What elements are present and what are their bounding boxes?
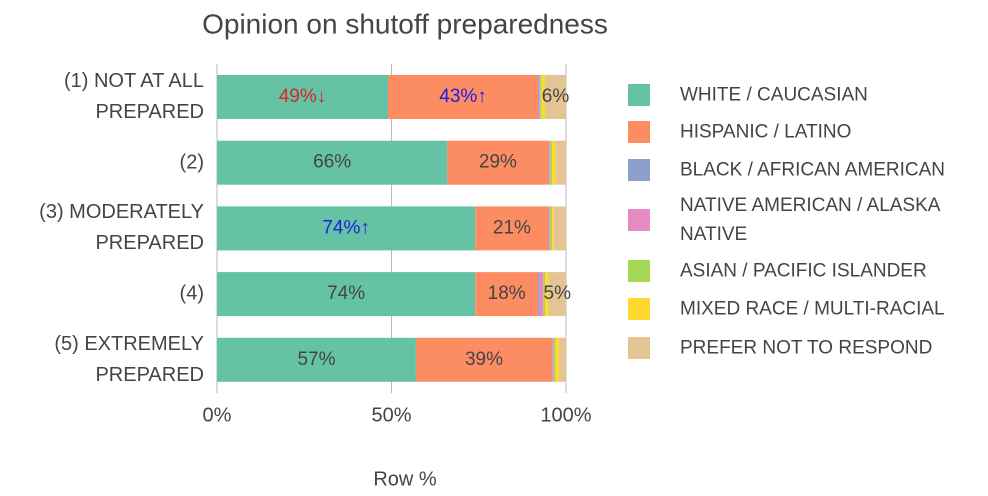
y-tick-label: (3) MODERATELY PREPARED bbox=[39, 201, 204, 255]
y-tick-label: (5) EXTREMELY PREPARED bbox=[54, 332, 204, 386]
bar-segment bbox=[549, 206, 551, 251]
bar-segment bbox=[548, 140, 550, 185]
legend-label: WHITE / CAUCASIAN bbox=[680, 84, 868, 106]
bar-segment bbox=[550, 140, 553, 185]
bar-segment bbox=[217, 75, 389, 119]
bar-segment bbox=[548, 272, 566, 317]
bar-segment bbox=[555, 337, 560, 382]
bar-segment bbox=[548, 206, 550, 251]
data-label: 74%↑ bbox=[322, 217, 370, 238]
bar-segment bbox=[538, 272, 540, 317]
bar-segment bbox=[552, 337, 554, 382]
bar-segment bbox=[545, 272, 549, 317]
bar-segment bbox=[217, 272, 476, 317]
data-label: 29% bbox=[479, 152, 517, 173]
x-axis-title: Row % bbox=[373, 468, 437, 490]
bar-segment bbox=[217, 140, 448, 185]
bar-segment bbox=[541, 75, 546, 119]
bar-segment bbox=[447, 140, 549, 185]
legend-label: NATIVE AMERICAN / ALASKA NATIVE bbox=[680, 195, 940, 245]
bar-segment bbox=[217, 337, 416, 382]
bar-segment bbox=[475, 272, 539, 317]
data-label: 74% bbox=[327, 283, 365, 304]
legend-swatch bbox=[628, 260, 650, 282]
legend-swatch bbox=[628, 209, 650, 231]
bar-segment bbox=[550, 206, 553, 251]
bar-segment bbox=[217, 206, 476, 251]
data-label: 43%↑ bbox=[439, 86, 487, 107]
chart-title: Opinion on shutoff preparedness bbox=[202, 8, 608, 39]
bar-segment bbox=[559, 337, 566, 382]
y-tick-label: (4) bbox=[179, 282, 204, 305]
data-label: 66% bbox=[313, 152, 351, 173]
legend-swatch bbox=[628, 121, 650, 143]
y-tick-label: (2) bbox=[179, 151, 204, 174]
data-label: 57% bbox=[297, 349, 335, 370]
bar-segment bbox=[543, 272, 546, 317]
bar-segment bbox=[552, 337, 553, 382]
bar-segment bbox=[539, 75, 541, 119]
legend-label: ASIAN / PACIFIC ISLANDER bbox=[680, 260, 927, 282]
bar-segment bbox=[553, 337, 556, 382]
x-tick-label: 100% bbox=[540, 404, 591, 426]
data-label: 39% bbox=[465, 349, 503, 370]
bar-segment bbox=[553, 206, 566, 251]
bar-segment bbox=[539, 272, 544, 317]
legend-label: BLACK / AFRICAN AMERICAN bbox=[680, 159, 946, 181]
legend-swatch bbox=[628, 337, 650, 359]
legend-swatch bbox=[628, 298, 650, 320]
bar-segment bbox=[475, 206, 549, 251]
bar-segment bbox=[545, 75, 566, 119]
bar-segment bbox=[549, 140, 551, 185]
data-label: 18% bbox=[488, 283, 526, 304]
legend-swatch bbox=[628, 159, 650, 181]
x-tick-label: 50% bbox=[371, 404, 411, 426]
data-label: 5% bbox=[544, 283, 572, 304]
bar-segment bbox=[552, 140, 556, 185]
legend-label: MIXED RACE / MULTI-RACIAL bbox=[680, 298, 945, 320]
bar-segment bbox=[538, 75, 540, 119]
y-tick-label: (1) NOT AT ALL PREPARED bbox=[63, 70, 204, 123]
legend-label: PREFER NOT TO RESPOND bbox=[680, 337, 933, 359]
bar-segment bbox=[415, 337, 553, 382]
bar-segment bbox=[555, 140, 566, 185]
data-label: 49%↓ bbox=[279, 86, 327, 107]
legend-label: HISPANIC / LATINO bbox=[680, 121, 852, 143]
bar-segment bbox=[552, 206, 554, 251]
data-label: 6% bbox=[542, 86, 570, 107]
data-label: 21% bbox=[493, 217, 531, 238]
x-tick-label: 0% bbox=[203, 404, 232, 426]
legend-swatch bbox=[628, 84, 650, 106]
bar-segment bbox=[388, 75, 539, 119]
bar-segment bbox=[540, 75, 542, 119]
